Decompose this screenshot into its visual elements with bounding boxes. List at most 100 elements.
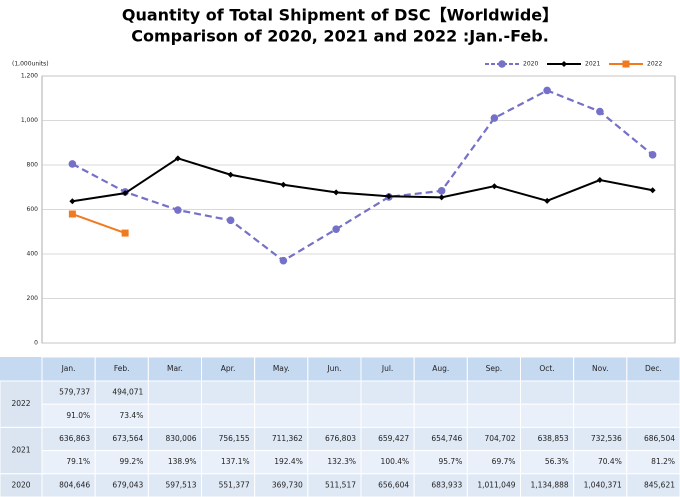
marker: [498, 60, 506, 68]
table-cell: [254, 403, 309, 428]
cell-text: 91.0%: [66, 411, 90, 420]
y-tick-label: 0: [34, 340, 38, 347]
cell-text: 597,513: [165, 480, 196, 489]
cell-text: 756,155: [219, 434, 250, 443]
cell-text: 636,863: [59, 434, 90, 443]
header-label: Oct.: [539, 364, 554, 373]
header-label: Dec.: [645, 364, 662, 373]
marker: [385, 193, 392, 200]
header-label: Aug.: [432, 364, 449, 373]
cell-text: 138.9%: [168, 457, 197, 466]
marker: [596, 177, 603, 184]
marker: [333, 189, 340, 196]
cell-text: 673,564: [112, 434, 143, 443]
y-tick-label: 200: [27, 295, 39, 302]
cell-text: 659,427: [378, 434, 409, 443]
marker: [226, 216, 235, 225]
cell-text: 676,803: [325, 434, 356, 443]
header-label: May.: [273, 364, 290, 373]
marker: [544, 197, 551, 204]
table-cell: [520, 403, 575, 428]
marker: [332, 225, 340, 233]
cell-text: 1,011,049: [477, 480, 515, 489]
table-cell: [254, 380, 309, 405]
table-cell: [307, 403, 362, 428]
cell-text: 654,746: [431, 434, 462, 443]
cell-text: 1,040,371: [584, 480, 622, 489]
table-cell: [201, 380, 256, 405]
marker: [227, 171, 234, 178]
marker: [648, 151, 657, 159]
marker: [622, 60, 630, 68]
cell-text: 192.4%: [274, 457, 303, 466]
series-line: [71, 89, 654, 263]
marker: [490, 114, 499, 122]
y-axis-label: (1,000units): [12, 61, 49, 68]
y-tick-label: 1,200: [21, 73, 38, 80]
marker: [596, 107, 604, 116]
header-label: Jan.: [61, 364, 76, 373]
marker: [280, 181, 287, 188]
cell-text: 1,134,888: [530, 480, 568, 489]
header-cell: [413, 356, 468, 382]
cell-text: 70.4%: [598, 457, 622, 466]
cell-text: 81.2%: [651, 457, 675, 466]
marker: [174, 155, 181, 162]
cell-text: 804,646: [59, 480, 90, 489]
table-cell: [626, 403, 680, 428]
cell-text: 73.4%: [120, 411, 144, 420]
marker: [69, 198, 76, 205]
series-line: [72, 213, 126, 235]
cell-text: 137.1%: [221, 457, 250, 466]
cell-text: 551,377: [219, 480, 250, 489]
cell-text: 638,853: [538, 434, 569, 443]
row-label: 2022: [11, 399, 30, 408]
marker: [68, 160, 77, 168]
cell-text: 100.4%: [381, 457, 410, 466]
cell-text: 656,604: [378, 480, 409, 489]
marker: [437, 187, 446, 195]
marker: [491, 183, 498, 190]
marker: [279, 256, 288, 265]
table-cell: [413, 403, 468, 428]
cell-text: 369,730: [272, 480, 303, 489]
legend-label: 2020: [523, 61, 538, 68]
cell-text: 704,702: [484, 434, 515, 443]
cell-text: 95.7%: [439, 457, 463, 466]
cell-text: 79.1%: [66, 457, 90, 466]
header-cell: [307, 356, 362, 382]
legend-label: 2021: [585, 61, 600, 68]
table-cell: [466, 403, 522, 428]
table-cell: [147, 380, 202, 405]
cell-text: 99.2%: [120, 457, 144, 466]
table-cell: [626, 380, 680, 405]
row-label: 2021: [11, 446, 30, 455]
y-tick-label: 400: [27, 251, 39, 258]
marker: [174, 206, 182, 214]
cell-text: 69.7%: [492, 457, 516, 466]
table-cell: [573, 403, 628, 428]
y-tick-label: 600: [27, 206, 39, 213]
series-line: [72, 157, 653, 203]
row-label: 2020: [11, 480, 30, 489]
marker: [68, 210, 76, 218]
header-label: Nov.: [592, 364, 608, 373]
cell-text: 132.3%: [327, 457, 356, 466]
table-cell: [147, 403, 202, 428]
cell-text: 56.3%: [545, 457, 569, 466]
cell-text: 494,071: [112, 388, 143, 397]
legend-label: 2022: [647, 61, 662, 68]
header-cell: [254, 356, 309, 382]
marker: [438, 194, 445, 201]
table-cell: [520, 380, 575, 405]
table-cell: [360, 380, 415, 405]
cell-text: 511,517: [325, 480, 356, 489]
chart-subtitle: Comparison of 2020, 2021 and 2022 :Jan.-…: [131, 27, 549, 46]
table-cell: [307, 380, 362, 405]
cell-text: 711,362: [272, 434, 303, 443]
marker: [122, 190, 129, 197]
cell-text: 845,621: [644, 480, 675, 489]
chart-title: Quantity of Total Shipment of DSC【Worldw…: [122, 6, 558, 25]
cell-text: 830,006: [165, 434, 196, 443]
